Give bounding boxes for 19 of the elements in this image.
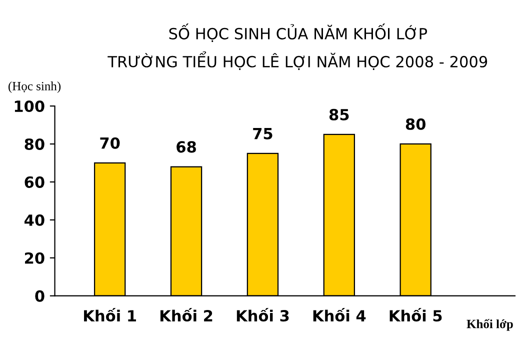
x-tick-label: Khối 1 [84,308,136,322]
data-label: 75 [253,128,272,140]
y-tick-label: 100 [14,100,44,112]
data-label: 80 [406,118,426,130]
x-tick-label: Khối 2 [160,308,212,322]
data-label: 70 [100,137,120,149]
y-tick-label: 60 [24,176,44,188]
data-label: 68 [176,141,196,153]
y-tick-label: 20 [25,252,44,264]
chart-title: SỐ HỌC SINH CỦA NĂM KHỐI LỚP TRƯỜNG TIỂU HỌC LÊ LỢI NĂM HỌC 2008 - 2009 [108,24,488,70]
y-tick-label: 0 [35,290,44,302]
y-tick-label: 80 [24,138,44,150]
x-axis-title: Khối lớp [466,319,513,331]
y-tick-label: 40 [24,214,44,226]
x-tick-label: Khối 5 [390,308,442,322]
x-tick-label: Khối 4 [313,308,366,322]
data-label: 85 [329,108,349,120]
x-tick-label: Khối 3 [236,308,289,322]
y-axis-title: (Học sinh) [8,82,61,93]
